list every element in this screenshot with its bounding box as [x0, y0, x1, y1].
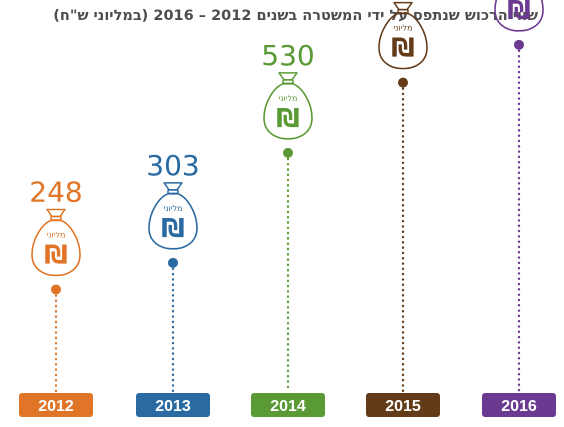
- money-bag-icon: מליוני₪: [263, 72, 313, 140]
- money-bag-icon: מליוני₪: [31, 208, 81, 277]
- bag-text: מליוני: [394, 24, 413, 33]
- bag-shekel-symbol: ₪: [391, 34, 415, 64]
- money-bag-icon: מליוני₪: [378, 1, 428, 70]
- data-point-2016: מליוני₪7532016: [482, 0, 556, 417]
- dot-2013: [168, 257, 178, 268]
- year-pill-2013: [136, 393, 210, 417]
- value-label-2015: 675: [376, 0, 429, 2]
- year-label-2012: 2012: [38, 398, 74, 415]
- year-pill-2012: [19, 393, 93, 417]
- bag-text: מליוני: [47, 230, 66, 239]
- dot-2015: [398, 77, 408, 88]
- year-pill-2014: [251, 393, 325, 417]
- value-label-2014: 530: [261, 39, 314, 72]
- bag-shekel-symbol: ₪: [161, 214, 185, 244]
- year-label-2015: 2015: [385, 398, 421, 415]
- bag-shekel-symbol: ₪: [44, 240, 68, 270]
- bag-shekel-symbol: ₪: [507, 0, 531, 26]
- year-pill-2015: [366, 393, 440, 417]
- dot-2014: [283, 147, 293, 158]
- year-label-2016: 2016: [501, 398, 537, 415]
- money-bag-icon: מליוני₪: [148, 182, 198, 250]
- year-pill-2016: [482, 393, 556, 417]
- bag-shekel-symbol: ₪: [276, 104, 300, 134]
- bag-text: מליוני: [164, 204, 183, 213]
- dot-2012: [51, 284, 61, 295]
- bag-text: מליוני: [279, 94, 298, 103]
- money-bag-icon: מליוני₪: [494, 0, 544, 32]
- year-label-2014: 2014: [270, 398, 306, 415]
- year-label-2013: 2013: [155, 398, 191, 415]
- dot-2016: [514, 39, 524, 50]
- data-point-2015: מליוני₪6752015: [366, 0, 440, 417]
- value-label-2012: 248: [29, 175, 82, 208]
- value-label-2013: 303: [146, 149, 199, 182]
